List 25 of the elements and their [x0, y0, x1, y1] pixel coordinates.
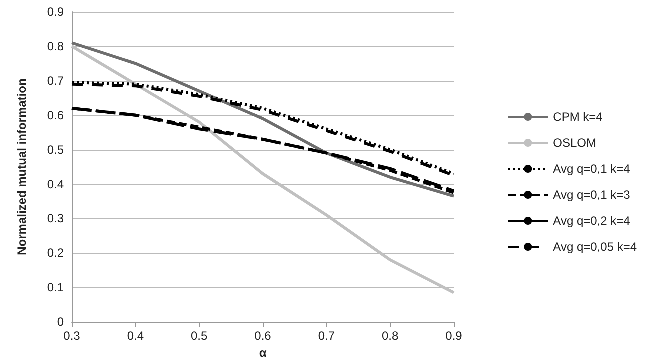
legend-label: Avg q=0,05 k=4	[553, 240, 638, 254]
x-axis-title: α	[259, 346, 268, 360]
y-tick-label: 0.8	[47, 39, 64, 54]
legend-label: Avg q=0,2 k=4	[553, 214, 631, 228]
y-tick-label: 0.5	[47, 142, 64, 157]
x-tick-label: 0.7	[318, 329, 336, 344]
y-tick-label: 0.1	[47, 280, 64, 295]
legend-label: Avg q=0,1 k=4	[553, 162, 631, 176]
y-tick-label: 0.2	[47, 246, 64, 260]
x-tick-label: 0.6	[254, 329, 272, 344]
legend-label: OSLOM	[553, 136, 596, 150]
y-tick-label: 0.6	[47, 108, 64, 122]
y-tick-label: 0	[57, 315, 64, 330]
y-axis-title: Normalized mutual information	[15, 78, 29, 256]
x-tick-label: 0.5	[190, 329, 208, 344]
legend-label: Avg q=0,1 k=3	[553, 188, 631, 202]
y-tick-label: 0.9	[47, 5, 64, 19]
x-tick-label: 0.3	[64, 329, 81, 344]
y-tick-label: 0.7	[47, 74, 64, 88]
y-tick-label: 0.3	[47, 212, 64, 226]
x-tick-label: 0.4	[127, 329, 144, 344]
x-tick-label: 0.9	[446, 329, 463, 344]
legend-label: CPM k=4	[553, 110, 604, 124]
x-tick-label: 0.8	[382, 329, 399, 344]
y-tick-label: 0.4	[47, 177, 64, 192]
